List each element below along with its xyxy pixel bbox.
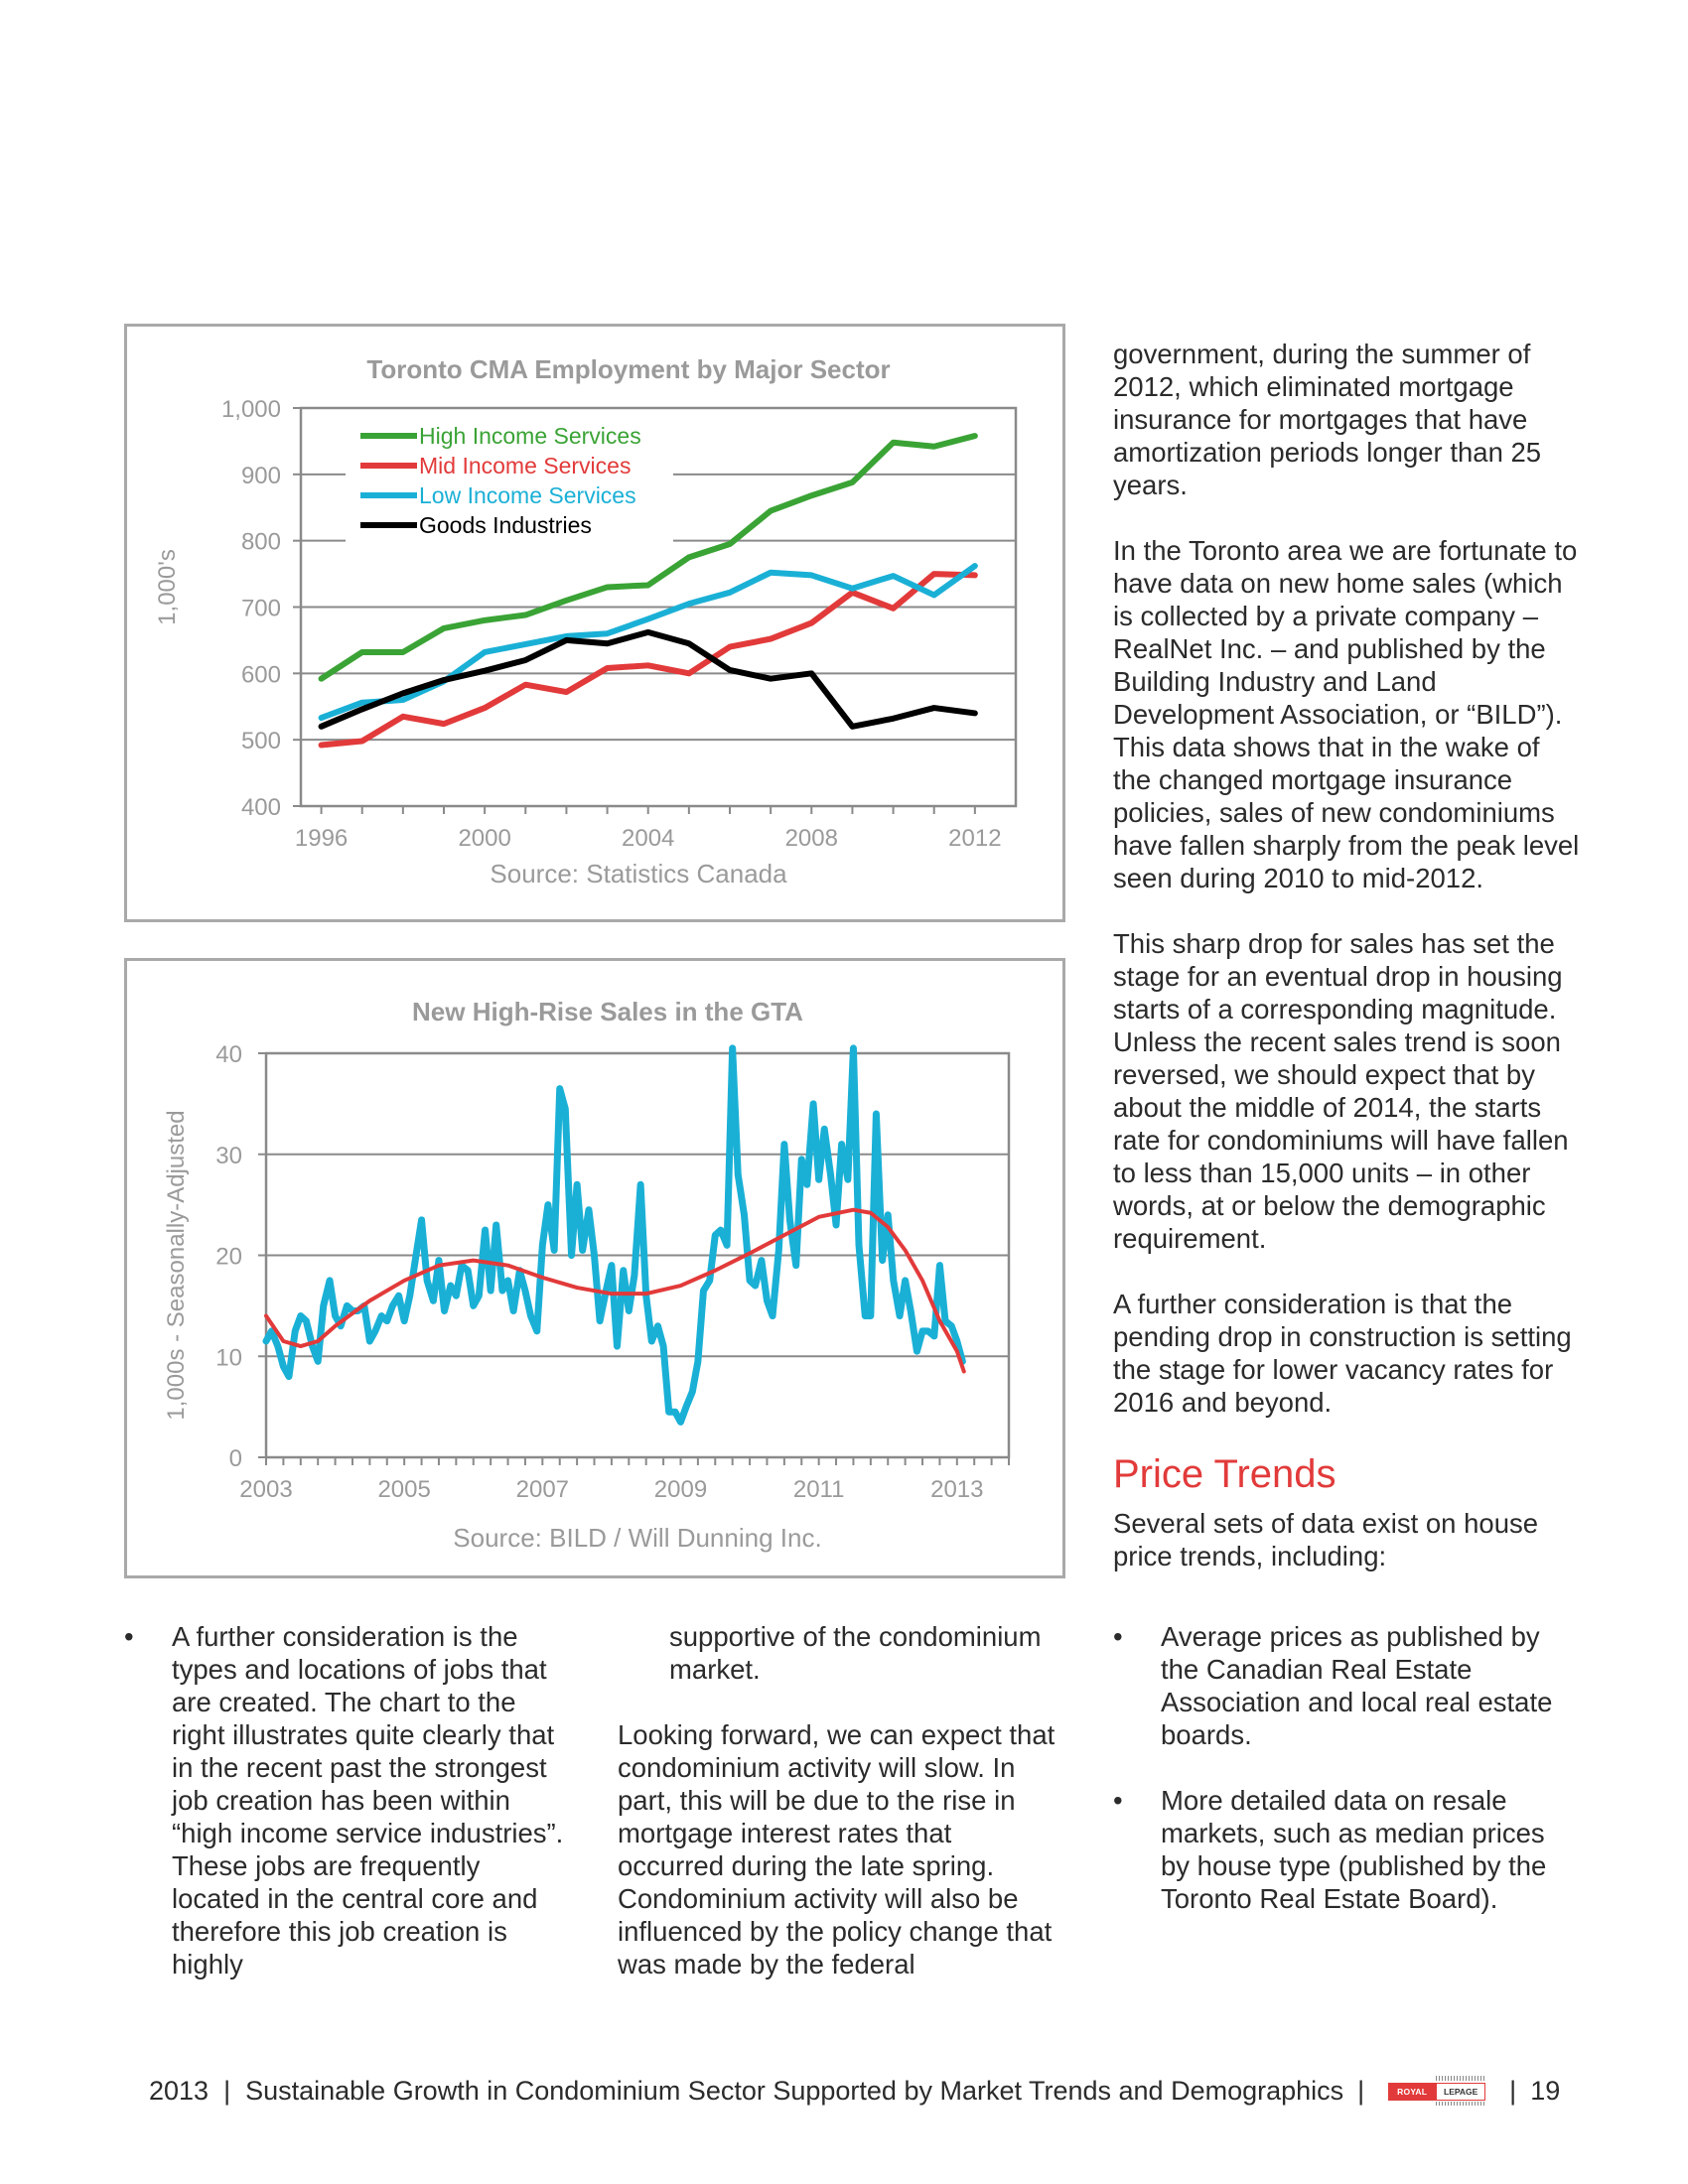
bullet-icon: •	[1113, 1621, 1123, 1652]
y-tick-label: 10	[215, 1344, 242, 1371]
y-tick-label: 400	[241, 794, 281, 821]
bottom-middle-column: supportive of the condominium market. Lo…	[618, 1620, 1064, 2013]
footer-separator: |	[1509, 2075, 1517, 2106]
chart-title: Toronto CMA Employment by Major Sector	[366, 354, 890, 384]
list-item: • More detailed data on resale markets, …	[1113, 1784, 1580, 1915]
x-tick-label: 1996	[295, 825, 348, 852]
y-tick-label: 0	[229, 1445, 242, 1472]
x-tick-label: 2005	[377, 1476, 430, 1503]
chart-source: Source: Statistics Canada	[490, 859, 787, 888]
x-tick-label: 2007	[516, 1476, 569, 1503]
paragraph: supportive of the condominium market.	[669, 1621, 1042, 1685]
x-tick-label: 2012	[948, 825, 1001, 852]
x-tick-label: 2004	[622, 825, 674, 852]
bullet-list: • Average prices as published by the Can…	[1113, 1620, 1580, 1915]
legend-label: Goods Industries	[419, 512, 592, 538]
bottom-left-column: • A further consideration is the types a…	[124, 1620, 566, 2013]
bullet-icon: •	[124, 1621, 134, 1652]
footer-text: 2013 | Sustainable Growth in Condominium…	[149, 2075, 1344, 2106]
page-footer: 2013 | Sustainable Growth in Condominium…	[149, 2071, 1579, 2111]
paragraph: In the Toronto area we are fortunate to …	[1113, 535, 1580, 893]
highrise-sales-chart-svg: New High-Rise Sales in the GTA 40 30 20 10 0 2…	[163, 997, 1011, 1553]
trend-series-line	[264, 1207, 966, 1374]
paragraph: This sharp drop for sales has set the st…	[1113, 928, 1569, 1254]
paragraph: A further consideration is that the pend…	[1113, 1289, 1572, 1418]
sales-series-line	[262, 1044, 966, 1426]
list-item-text: Average prices as published by the Canad…	[1161, 1621, 1553, 1750]
x-tick-label: 2013	[930, 1476, 983, 1503]
highrise-sales-chart: New High-Rise Sales in the GTA 40 30 20 10 0 2…	[124, 958, 1065, 1578]
x-tick-label: 2000	[458, 825, 510, 852]
employment-chart: Toronto CMA Employment by Major Sector 1,…	[124, 324, 1065, 922]
list-item-text: More detailed data on resale markets, su…	[1161, 1785, 1547, 1914]
employment-chart-svg: Toronto CMA Employment by Major Sector 1,…	[154, 354, 1018, 888]
legend-label: Mid Income Services	[419, 453, 631, 478]
x-tick-label: 2008	[785, 825, 838, 852]
bullet-list: • A further consideration is the types a…	[124, 1620, 566, 1980]
list-item-text: A further consideration is the types and…	[172, 1621, 564, 1979]
y-tick-label: 40	[215, 1041, 242, 1068]
bottom-right-column: • Average prices as published by the Can…	[1113, 1620, 1580, 1948]
footer-separator: |	[1357, 2075, 1365, 2106]
chart-title: New High-Rise Sales in the GTA	[412, 997, 803, 1026]
logo-text-right: LEPAGE	[1436, 2083, 1486, 2101]
y-axis-label: 1,000's	[154, 549, 181, 625]
y-tick-label: 1,000	[221, 396, 281, 423]
right-column: government, during the summer of 2012, w…	[1113, 338, 1580, 1572]
paragraph: Several sets of data exist on house pric…	[1113, 1508, 1539, 1571]
series-line	[318, 628, 978, 730]
y-axis-label: 1,000s - Seasonally-Adjusted	[163, 1110, 190, 1420]
x-tick-label: 2011	[793, 1476, 845, 1503]
y-tick-label: 600	[241, 661, 281, 688]
x-tick-label: 2009	[654, 1476, 707, 1503]
y-tick-label: 500	[241, 728, 281, 754]
royal-lepage-logo: ROYAL LEPAGE	[1388, 2076, 1487, 2106]
paragraph: Looking forward, we can expect that cond…	[618, 1719, 1055, 1979]
logo-text-left: ROYAL	[1388, 2083, 1437, 2101]
y-tick-label: 30	[215, 1143, 242, 1169]
y-tick-label: 800	[241, 529, 281, 556]
y-tick-label: 900	[241, 463, 281, 489]
bullet-icon: •	[1113, 1785, 1123, 1816]
series-line	[318, 571, 978, 749]
list-item: • A further consideration is the types a…	[124, 1620, 566, 1980]
chart-source: Source: BILD / Will Dunning Inc.	[453, 1523, 821, 1553]
y-tick-label: 20	[215, 1244, 242, 1271]
legend-label: High Income Services	[419, 423, 641, 449]
series-line	[318, 433, 978, 682]
section-heading: Price Trends	[1113, 1452, 1336, 1496]
y-tick-label: 700	[241, 596, 281, 622]
page-number: 19	[1530, 2075, 1561, 2106]
legend-label: Low Income Services	[419, 482, 636, 508]
paragraph: government, during the summer of 2012, w…	[1113, 339, 1542, 500]
list-item: • Average prices as published by the Can…	[1113, 1620, 1580, 1751]
x-tick-label: 2003	[239, 1476, 292, 1503]
